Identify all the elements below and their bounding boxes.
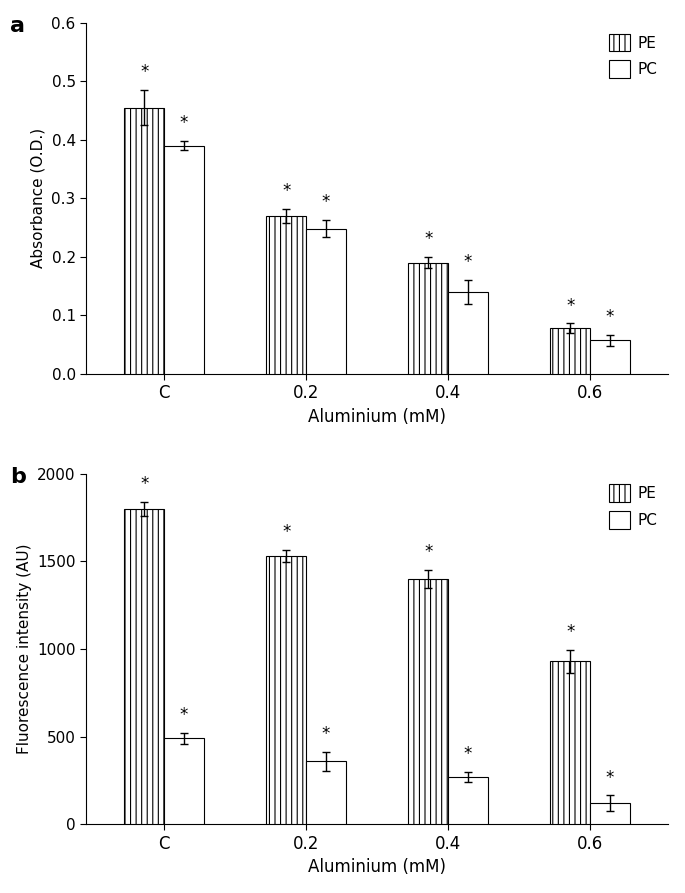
Bar bbox=[164, 739, 204, 824]
Bar bbox=[125, 108, 164, 373]
Text: *: * bbox=[606, 769, 614, 787]
Bar bbox=[125, 509, 164, 824]
Text: b: b bbox=[10, 466, 26, 487]
Legend: PE, PC: PE, PC bbox=[606, 481, 661, 532]
Text: *: * bbox=[180, 114, 188, 132]
Text: *: * bbox=[140, 475, 149, 493]
Bar bbox=[551, 328, 590, 373]
Bar bbox=[164, 146, 204, 373]
Legend: PE, PC: PE, PC bbox=[606, 30, 661, 81]
Bar bbox=[306, 761, 346, 824]
Bar bbox=[448, 292, 488, 373]
Text: *: * bbox=[140, 63, 149, 81]
Text: *: * bbox=[282, 523, 290, 541]
Text: *: * bbox=[424, 230, 432, 248]
Y-axis label: Absorbance (O.D.): Absorbance (O.D.) bbox=[31, 129, 46, 269]
Text: *: * bbox=[566, 296, 575, 314]
Text: *: * bbox=[566, 623, 575, 641]
Bar bbox=[306, 229, 346, 373]
Bar bbox=[408, 579, 448, 824]
Text: *: * bbox=[322, 725, 330, 743]
Text: *: * bbox=[424, 543, 432, 562]
Bar bbox=[590, 340, 630, 373]
Text: *: * bbox=[322, 193, 330, 211]
Bar bbox=[590, 804, 630, 824]
X-axis label: Aluminium (mM): Aluminium (mM) bbox=[308, 858, 446, 876]
Text: *: * bbox=[464, 745, 472, 763]
Text: *: * bbox=[282, 182, 290, 200]
Bar bbox=[448, 777, 488, 824]
Bar bbox=[266, 556, 306, 824]
Text: *: * bbox=[180, 706, 188, 724]
Text: *: * bbox=[606, 308, 614, 326]
Text: *: * bbox=[464, 254, 472, 271]
Bar bbox=[408, 263, 448, 373]
X-axis label: Aluminium (mM): Aluminium (mM) bbox=[308, 408, 446, 426]
Text: a: a bbox=[10, 16, 25, 36]
Bar bbox=[266, 216, 306, 373]
Y-axis label: Fluorescence intensity (AU): Fluorescence intensity (AU) bbox=[16, 544, 32, 755]
Bar bbox=[551, 661, 590, 824]
